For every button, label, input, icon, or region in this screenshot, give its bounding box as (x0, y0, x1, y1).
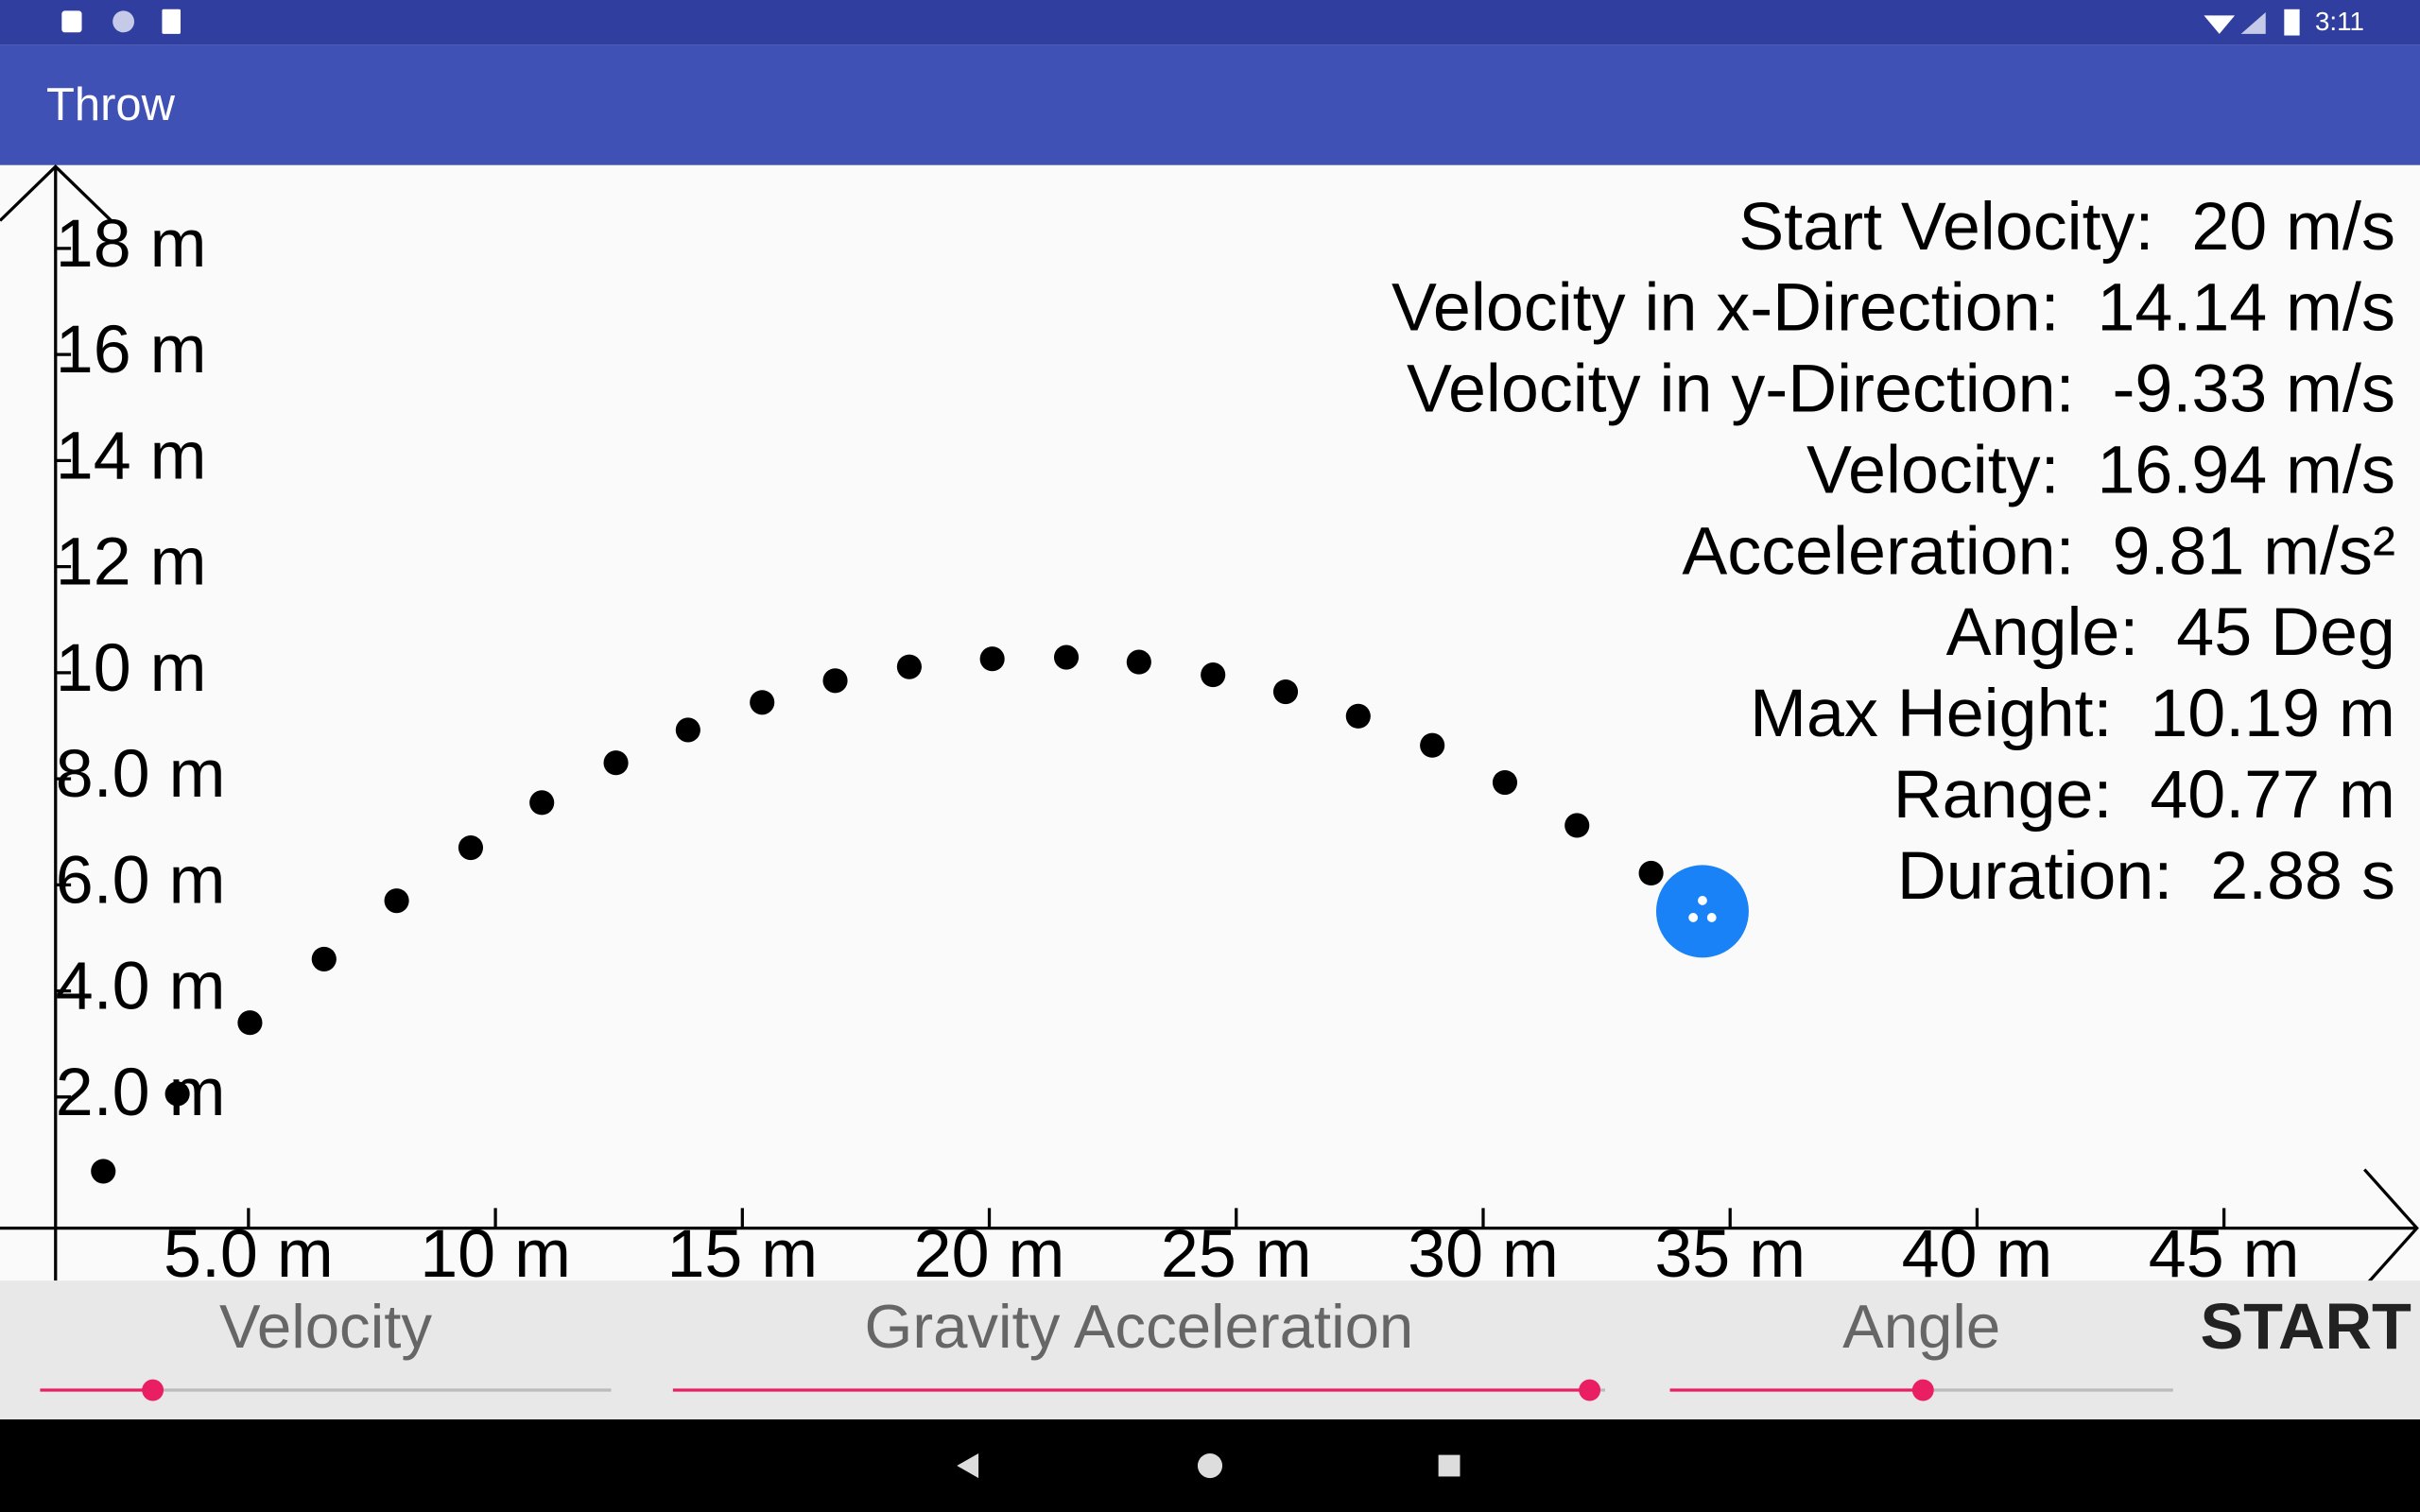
trajectory-point (164, 1081, 190, 1107)
trajectory-point (1638, 860, 1664, 886)
trajectory-point (1564, 813, 1590, 838)
y-tick-label: 18 m (56, 206, 207, 282)
info-line: Velocity in x-Direction: 14.14 m/s (1392, 270, 2395, 346)
axes (0, 164, 2419, 1288)
trajectory-point (1420, 732, 1445, 758)
trajectory-point (91, 1159, 116, 1184)
app-title: Throw (46, 79, 176, 130)
x-tick-label: 20 m (914, 1216, 1065, 1292)
info-line: Acceleration: 9.81 m/s² (1682, 513, 2395, 589)
x-tick-label: 30 m (1408, 1216, 1559, 1292)
x-tick-label: 25 m (1161, 1216, 1312, 1292)
controls: Velocity Gravity Acceleration Angle (40, 1292, 2173, 1401)
start-button[interactable]: START (2200, 1290, 2411, 1363)
wifi-icon (2204, 15, 2236, 34)
y-tick-label: 14 m (56, 418, 207, 493)
info-line: Duration: 2.88 s (1897, 838, 2395, 914)
slider-thumb[interactable] (1911, 1379, 1934, 1401)
control-bar (0, 1280, 2420, 1420)
trajectory-point (603, 750, 629, 776)
info-line: Velocity in y-Direction: -9.33 m/s (1407, 352, 2395, 427)
trajectory-point (1345, 703, 1371, 729)
info-line: Velocity: 16.94 m/s (1806, 432, 2395, 507)
status-icon (162, 9, 182, 34)
y-tick-label: 8.0 m (56, 736, 226, 812)
trajectory-point (675, 717, 700, 743)
x-tick-label: 15 m (666, 1216, 818, 1292)
x-tick-label: 35 m (1654, 1216, 1806, 1292)
info-line: Max Height: 10.19 m (1750, 676, 2395, 751)
trajectory-point (529, 790, 555, 816)
trajectory-point (1492, 769, 1518, 796)
status-icon (61, 10, 82, 33)
slider-thumb[interactable] (142, 1379, 164, 1401)
ball (1655, 865, 1749, 958)
slider-thumb[interactable] (1579, 1379, 1601, 1401)
ball-dot (1688, 913, 1699, 922)
battery-icon (2284, 9, 2300, 36)
trajectory-point (1053, 644, 1080, 670)
trajectory-point (384, 888, 409, 914)
back-button[interactable] (957, 1452, 979, 1479)
info-line: Start Velocity: 20 m/s (1738, 189, 2395, 265)
trajectory-point (750, 690, 775, 715)
x-tick-label: 10 m (420, 1216, 571, 1292)
x-tick-label: 5.0 m (164, 1216, 334, 1292)
ball-dot (1698, 896, 1707, 905)
trajectory-point (458, 834, 484, 861)
y-tick-label: 10 m (56, 630, 207, 706)
trajectory-point (1201, 662, 1226, 688)
y-tick-label: 12 m (56, 524, 207, 600)
slider-label: Angle (1842, 1292, 2000, 1361)
y-tick-label: 6.0 m (56, 842, 226, 918)
trajectory-point (979, 646, 1005, 672)
trajectory-point (1272, 679, 1299, 705)
info-line: Range: 40.77 m (1893, 757, 2395, 833)
trajectory-point (237, 1010, 263, 1036)
x-tick-label: 40 m (1902, 1216, 2053, 1292)
app-bar (0, 44, 2420, 165)
y-tick-label: 16 m (56, 312, 207, 387)
status-icon (112, 10, 135, 33)
trajectory-point (311, 946, 337, 971)
ball-dot (1706, 913, 1717, 922)
info-line: Angle: 45 Deg (1946, 594, 2395, 670)
trajectory-point (896, 654, 922, 679)
slider-label: Gravity Acceleration (865, 1292, 1414, 1361)
y-axis-arrow (0, 164, 112, 222)
status-bar (0, 0, 2420, 45)
trajectory-point (822, 668, 848, 694)
recents-button[interactable] (1438, 1454, 1461, 1477)
slider-label: Velocity (219, 1292, 432, 1361)
x-axis-arrow (2363, 1168, 2419, 1288)
plot: 2.0 m 4.0 m 6.0 m 8.0 m 10 m 12 m 14 m 16 m 18 m… (56, 206, 2300, 1292)
x-tick-label: 45 m (2149, 1216, 2300, 1292)
status-time: 3:11 (2315, 7, 2364, 36)
home-button[interactable] (1197, 1452, 1223, 1479)
y-tick-label: 2.0 m (56, 1055, 226, 1130)
trajectory-point (1126, 649, 1151, 675)
y-tick-label: 4.0 m (56, 949, 226, 1024)
